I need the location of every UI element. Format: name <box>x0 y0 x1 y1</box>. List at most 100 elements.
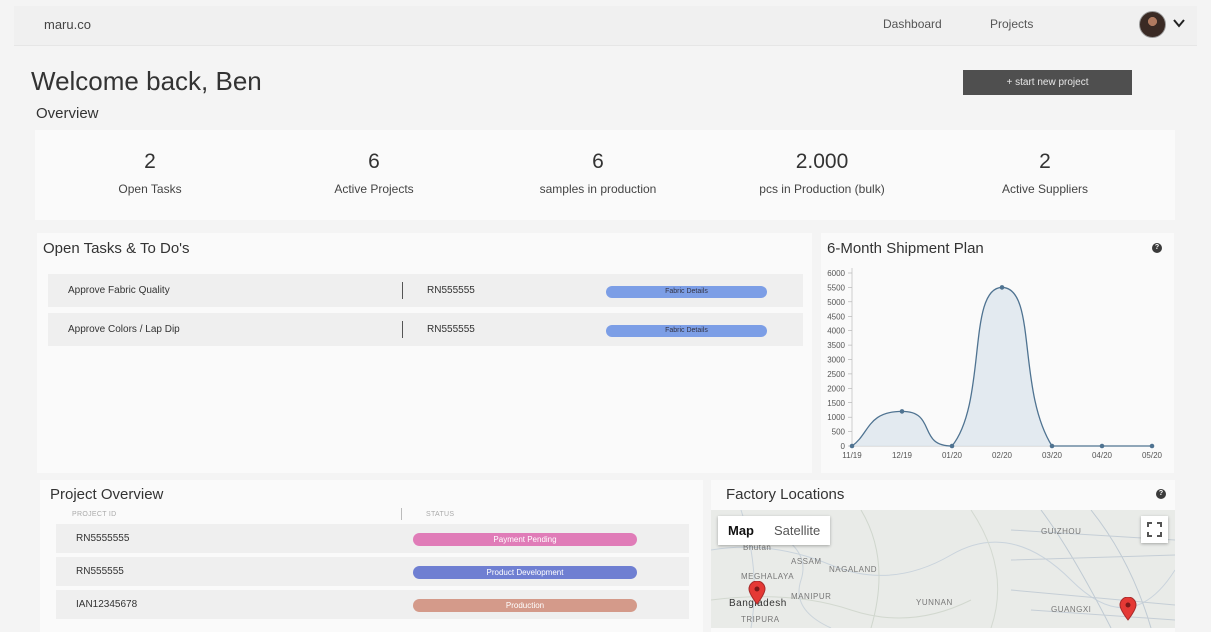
fabric-details-button[interactable]: Fabric Details <box>606 325 767 337</box>
project-id: RN555555 <box>76 566 124 577</box>
data-point <box>899 409 905 414</box>
stat-open-tasks: 2 Open Tasks <box>60 150 240 196</box>
data-point <box>1149 443 1155 449</box>
factory-locations-panel: Factory Locations ? Bhutan MEGHALAYA ASS… <box>711 480 1175 632</box>
data-point <box>1099 443 1105 449</box>
x-tick-label: 11/19 <box>842 451 862 460</box>
page-title: Welcome back, Ben <box>31 66 262 96</box>
divider <box>402 321 403 338</box>
stat-label: samples in production <box>539 182 657 196</box>
map-label: GUIZHOU <box>1041 527 1082 536</box>
map-label: TRIPURA <box>741 615 780 624</box>
y-tick-label: 2500 <box>827 370 845 379</box>
map-label: MANIPUR <box>791 592 832 601</box>
column-header-project-id: PROJECT ID <box>72 511 117 518</box>
x-tick-label: 04/20 <box>1092 451 1113 460</box>
status-badge[interactable]: Payment Pending <box>413 533 637 546</box>
project-row[interactable]: IAN12345678 Production <box>56 590 689 619</box>
y-tick-label: 4000 <box>827 327 845 336</box>
map-label: MEGHALAYA <box>741 572 795 581</box>
y-tick-label: 5000 <box>827 298 845 307</box>
task-row[interactable]: Approve Colors / Lap Dip RN555555 Fabric… <box>48 313 803 346</box>
y-tick-label: 1500 <box>827 399 845 408</box>
project-id: IAN12345678 <box>76 599 138 610</box>
series-area <box>852 287 1152 446</box>
divider <box>401 508 402 520</box>
stat-label: Active Projects <box>334 182 414 196</box>
x-tick-label: 05/20 <box>1142 451 1163 460</box>
stat-label: Active Suppliers <box>1001 182 1089 196</box>
help-icon[interactable]: ? <box>1152 243 1162 253</box>
nav-link-projects[interactable]: Projects <box>990 17 1034 31</box>
stat-active-suppliers: 2 Active Suppliers <box>955 150 1135 196</box>
task-name: Approve Fabric Quality <box>68 285 170 296</box>
help-icon[interactable]: ? <box>1156 489 1166 499</box>
stat-samples-in-production: 6 samples in production <box>508 150 688 196</box>
project-row[interactable]: RN555555 Product Development <box>56 557 689 586</box>
map-type-toggle: Map Satellite <box>718 516 831 545</box>
shipment-plan-title: 6-Month Shipment Plan <box>827 240 984 257</box>
data-point <box>849 443 855 449</box>
stat-label: Open Tasks <box>118 182 182 196</box>
x-tick-label: 02/20 <box>992 451 1013 460</box>
task-name: Approve Colors / Lap Dip <box>68 324 180 335</box>
y-tick-label: 500 <box>832 428 846 437</box>
status-badge[interactable]: Product Development <box>413 566 637 579</box>
y-tick-label: 1000 <box>827 413 845 422</box>
task-project-id: RN555555 <box>427 324 475 335</box>
x-tick-label: 03/20 <box>1042 451 1063 460</box>
nav-link-dashboard[interactable]: Dashboard <box>883 17 942 31</box>
brand-logo[interactable]: maru.co <box>44 17 91 32</box>
x-tick-label: 01/20 <box>942 451 963 460</box>
y-tick-label: 3500 <box>827 341 845 350</box>
y-tick-label: 5500 <box>827 283 845 292</box>
stats-panel: 2 Open Tasks 6 Active Projects 6 samples… <box>35 130 1175 220</box>
stat-pcs-in-production: 2.000 pcs in Production (bulk) <box>732 150 912 196</box>
map-marker-icon[interactable] <box>748 581 766 605</box>
fabric-details-button[interactable]: Fabric Details <box>606 286 767 298</box>
map-label: GUANGXI <box>1051 605 1092 614</box>
user-avatar[interactable] <box>1139 11 1166 38</box>
y-tick-label: 6000 <box>827 269 845 278</box>
task-project-id: RN555555 <box>427 285 475 296</box>
map-tab-satellite[interactable]: Satellite <box>774 523 821 538</box>
status-badge[interactable]: Production <box>413 599 637 612</box>
stat-value: 2.000 <box>795 150 849 173</box>
column-header-status: STATUS <box>426 511 455 518</box>
start-new-project-button[interactable]: + start new project <box>963 70 1132 95</box>
chevron-down-icon[interactable] <box>1172 16 1186 30</box>
map-label: NAGALAND <box>829 565 878 574</box>
shipment-plan-panel: 6-Month Shipment Plan ? 0 500 1000 1500 2000… <box>821 233 1174 473</box>
stat-active-projects: 6 Active Projects <box>284 150 464 196</box>
task-row[interactable]: Approve Fabric Quality RN555555 Fabric D… <box>48 274 803 307</box>
open-tasks-panel: Open Tasks & To Do's Approve Fabric Qual… <box>37 233 812 473</box>
y-tick-label: 2000 <box>827 384 845 393</box>
stat-value: 2 <box>144 150 156 173</box>
divider <box>402 282 403 299</box>
project-id: RN5555555 <box>76 533 130 544</box>
map-tab-map[interactable]: Map <box>728 523 754 538</box>
shipment-area-chart: 0 500 1000 1500 2000 2500 3000 3500 4000 4500 5000… <box>827 268 1163 460</box>
y-tick-label: 4500 <box>827 312 845 321</box>
top-navbar: maru.co Dashboard Projects <box>14 6 1197 46</box>
map-label: YUNNAN <box>916 598 953 607</box>
map-label: Bhutan <box>743 543 772 552</box>
factory-locations-title: Factory Locations <box>726 486 845 503</box>
map-label: ASSAM <box>791 557 822 566</box>
stat-value: 6 <box>368 150 380 173</box>
y-tick-label: 3000 <box>827 356 845 365</box>
open-tasks-title: Open Tasks & To Do's <box>43 240 190 257</box>
fullscreen-button[interactable] <box>1141 516 1168 543</box>
fullscreen-icon <box>1147 522 1162 537</box>
data-point <box>1049 443 1055 449</box>
overview-heading: Overview <box>36 105 99 122</box>
factory-map[interactable]: Bhutan MEGHALAYA ASSAM NAGALAND MANIPUR … <box>711 510 1175 628</box>
project-row[interactable]: RN5555555 Payment Pending <box>56 524 689 553</box>
project-overview-title: Project Overview <box>50 486 164 503</box>
project-overview-panel: Project Overview PROJECT ID STATUS RN555… <box>40 480 703 632</box>
data-point <box>949 443 955 449</box>
stat-label: pcs in Production (bulk) <box>759 182 885 196</box>
map-marker-icon[interactable] <box>1119 597 1137 621</box>
data-point <box>999 285 1005 290</box>
y-tick-label: 0 <box>841 442 846 451</box>
